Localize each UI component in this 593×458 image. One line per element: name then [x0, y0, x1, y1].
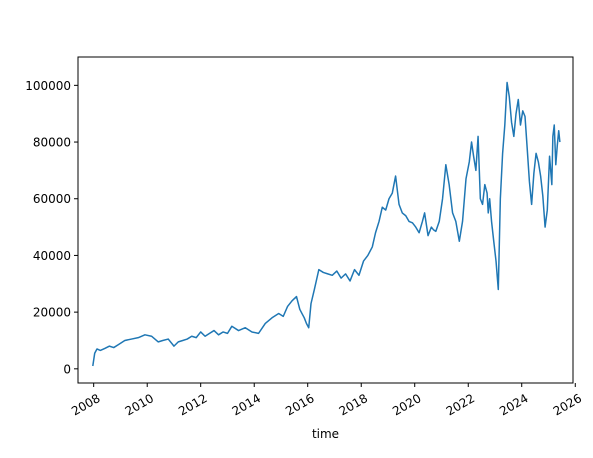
y-axis-ticks: 0 20000 40000 60000 80000 100000	[25, 79, 78, 376]
axes-frame	[77, 56, 574, 384]
y-tick-label: 100000	[25, 79, 71, 93]
y-tick-label: 60000	[33, 192, 71, 206]
data-series-line	[92, 81, 561, 367]
plot-area	[92, 81, 561, 367]
y-tick-label: 40000	[33, 249, 71, 263]
y-tick-label: 0	[63, 362, 71, 376]
y-tick-label: 80000	[33, 136, 71, 150]
y-tick-label: 20000	[33, 306, 71, 320]
x-axis-title: time	[312, 427, 339, 441]
